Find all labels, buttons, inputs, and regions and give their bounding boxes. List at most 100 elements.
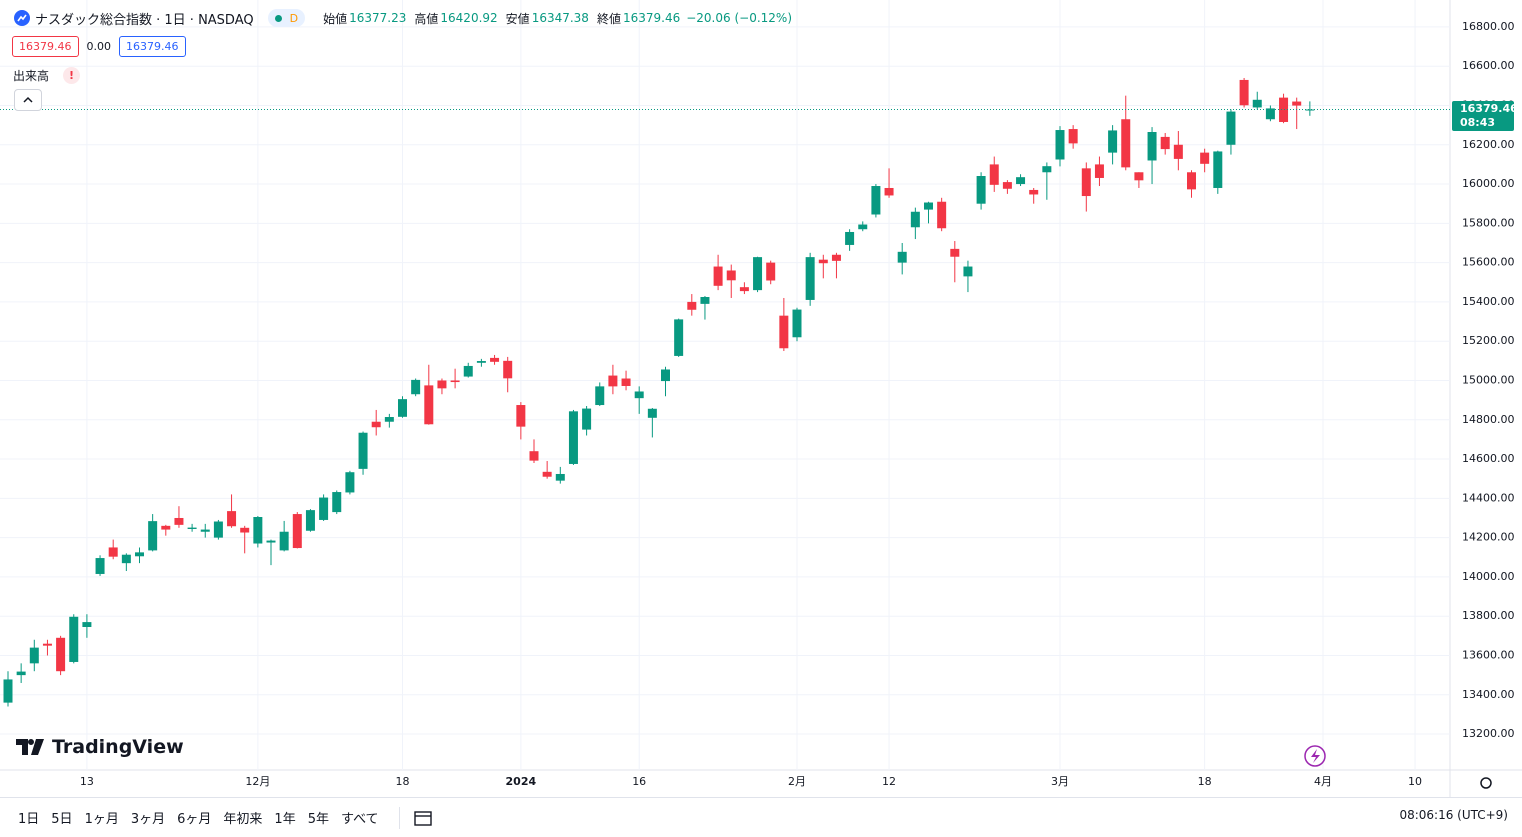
y-tick-label: 14800.00	[1462, 413, 1515, 426]
candle-body	[871, 186, 881, 215]
logo-icon	[16, 739, 44, 755]
x-tick-label: 4月	[1314, 775, 1332, 788]
y-tick-label: 15400.00	[1462, 295, 1515, 308]
candle-body	[463, 365, 473, 377]
candle-body	[16, 671, 26, 676]
ohlc-value: 16347.38	[531, 11, 589, 25]
period-button[interactable]: 1日	[18, 812, 40, 827]
y-tick-label: 15600.00	[1462, 256, 1515, 269]
candle-body	[608, 375, 618, 387]
ohlc-label: 安値	[505, 11, 530, 26]
candle-body	[305, 510, 315, 531]
candle-body	[1226, 111, 1236, 145]
candle-body	[647, 408, 657, 418]
candle-body	[1055, 130, 1065, 160]
period-button[interactable]: 5年	[307, 812, 329, 827]
candle-body	[384, 417, 394, 422]
candle-body	[345, 472, 355, 493]
candle-body	[450, 380, 460, 383]
y-tick-label: 15000.00	[1462, 373, 1515, 386]
candle-body	[279, 531, 289, 551]
candle-body	[674, 319, 684, 356]
candle-body	[963, 266, 973, 277]
candle-body	[29, 647, 39, 664]
ohlc-value: 16420.92	[440, 11, 498, 25]
period-button[interactable]: 1年	[274, 812, 296, 827]
y-tick-label: 13200.00	[1462, 727, 1515, 740]
date-range-icon[interactable]	[412, 808, 436, 828]
candle-body	[884, 187, 894, 196]
period-button[interactable]: すべて	[340, 812, 379, 827]
candle-body	[1305, 109, 1315, 111]
period-button[interactable]: 3ヶ月	[130, 812, 166, 827]
period-button[interactable]: 5日	[51, 812, 73, 827]
candle-body	[805, 257, 815, 300]
candle-body	[148, 521, 158, 551]
buy-price[interactable]: 16379.46	[119, 36, 186, 57]
candle-body	[95, 558, 105, 574]
candle-body	[831, 254, 841, 261]
candle-body	[726, 270, 736, 281]
chevron	[23, 96, 33, 103]
warning-icon[interactable]: !	[63, 67, 81, 84]
candle-body	[1160, 136, 1170, 150]
candles	[0, 77, 1450, 707]
candle-body	[503, 360, 513, 379]
candle-body	[371, 421, 381, 428]
x-tick-label: 18	[396, 775, 410, 788]
collapse-button[interactable]	[14, 89, 42, 111]
sell-price[interactable]: 16379.46	[12, 36, 79, 57]
x-tick-label: 2024	[506, 775, 537, 788]
settings-icon[interactable]	[1480, 777, 1492, 789]
y-tick-label: 14400.00	[1462, 491, 1515, 504]
candle-body	[779, 315, 789, 349]
candle-body	[700, 297, 710, 304]
plot-area	[0, 0, 1450, 770]
candle-body	[424, 385, 434, 425]
candle-body	[1029, 189, 1039, 195]
last-price-label: 16379.46 08:43	[1452, 101, 1518, 131]
x-tick-label: 2月	[788, 775, 806, 788]
candle-body	[319, 497, 329, 520]
period-button[interactable]: 1ヶ月	[84, 812, 119, 827]
candle-body	[1213, 151, 1223, 188]
y-tick-label: 16200.00	[1462, 138, 1515, 151]
flash-icon[interactable]	[1304, 745, 1326, 767]
y-tick-label: 13800.00	[1462, 609, 1515, 622]
candle-body	[1068, 129, 1078, 144]
ohlc-label: 高値	[414, 11, 439, 26]
period-button[interactable]: 年初来	[223, 812, 263, 827]
candle-body	[1108, 130, 1118, 153]
candle-body	[1239, 79, 1249, 106]
y-tick-label: 13400.00	[1462, 688, 1515, 701]
candle-body	[516, 405, 526, 427]
candle-body	[1016, 177, 1026, 185]
candle-body	[792, 309, 802, 338]
candle-body	[766, 262, 776, 281]
interval-badge-text: D	[289, 11, 299, 25]
x-tick-label: 3月	[1051, 775, 1069, 788]
ohlc-label: 始値	[323, 11, 348, 26]
volume-label: 出来高	[13, 69, 50, 83]
y-tick-label: 14200.00	[1462, 531, 1515, 544]
candle-body	[753, 257, 763, 291]
candle-body	[661, 369, 670, 382]
period-button[interactable]: 6ヶ月	[177, 812, 212, 827]
ohlc-value: 16377.23	[349, 11, 407, 25]
y-tick-label: 16000.00	[1462, 177, 1515, 190]
candle-body	[358, 432, 368, 469]
candle-body	[555, 473, 565, 481]
price-time: 08:43	[1460, 116, 1496, 129]
y-tick-label: 16600.00	[1462, 59, 1515, 72]
candle-body	[1292, 101, 1302, 106]
clock[interactable]: 08:06:16 (UTC+9)	[1399, 808, 1508, 822]
candle-body	[1173, 144, 1183, 159]
candle-body	[1279, 97, 1289, 122]
candle-body	[200, 529, 210, 532]
interval-badge[interactable]: D	[267, 9, 306, 27]
candle-body	[227, 511, 237, 527]
candle-body	[858, 224, 868, 230]
candle-body	[739, 287, 749, 292]
logo: TradingView	[16, 736, 184, 758]
candle-body	[1081, 168, 1091, 197]
